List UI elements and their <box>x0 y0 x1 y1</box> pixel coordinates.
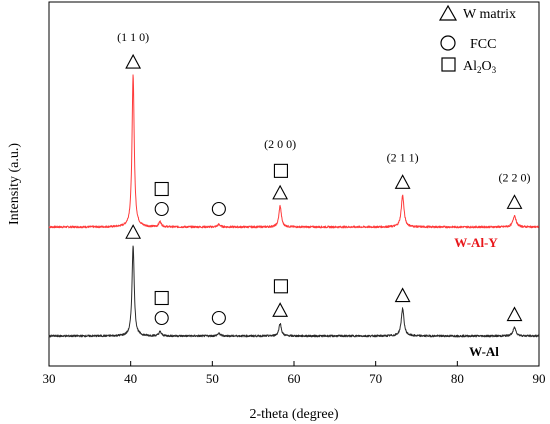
phase-square-marker <box>273 279 288 294</box>
x-axis-title: 2-theta (degree) <box>250 407 339 422</box>
phase-triangle-marker <box>394 174 411 189</box>
series-line-w-al <box>48 245 540 338</box>
phase-square-marker <box>273 163 288 178</box>
phase-triangle-marker <box>125 224 142 239</box>
legend-label-w-matrix: W matrix <box>463 7 516 22</box>
phase-triangle-marker <box>125 53 142 69</box>
x-axis-ticks: 30 40 50 60 70 80 90 <box>43 361 546 386</box>
legend-label-fcc: FCC <box>470 37 496 52</box>
x-tick-label: 50 <box>206 371 219 386</box>
phase-square-marker <box>154 181 169 197</box>
phase-circle-marker <box>154 201 169 217</box>
legend-triangle-icon <box>438 4 458 21</box>
miller-index-label: (2 0 0) <box>264 137 296 151</box>
miller-index-label: (1 1 0) <box>117 30 149 44</box>
series-label-w-al-y: W-Al-Y <box>454 235 498 250</box>
miller-index-label: (2 2 0) <box>499 170 531 184</box>
plot-frame <box>48 1 540 367</box>
miller-label-layer: (1 1 0) (2 0 0) (2 1 1) (2 2 0) <box>117 30 530 184</box>
legend-label-al2o3: Al2O3 <box>463 59 497 75</box>
miller-index-label: (2 1 1) <box>387 150 419 164</box>
phase-triangle-marker <box>272 302 289 317</box>
y-axis-title: Intensity (a.u.) <box>7 143 22 225</box>
series-line-w-al-y <box>48 74 540 229</box>
phase-triangle-marker <box>506 306 523 322</box>
x-tick-label: 70 <box>369 371 382 386</box>
x-tick-label: 30 <box>43 371 56 386</box>
x-tick-label: 80 <box>451 371 464 386</box>
phase-marker-layer <box>125 53 523 326</box>
legend-circle-icon <box>440 35 456 51</box>
legend: W matrix FCC Al2O3 <box>438 4 516 75</box>
x-tick-label: 60 <box>288 371 301 386</box>
phase-circle-marker <box>154 310 169 326</box>
x-tick-label: 90 <box>533 371 546 386</box>
series-label-w-al: W-Al <box>469 344 499 359</box>
phase-circle-marker <box>211 201 226 217</box>
phase-square-marker <box>154 290 169 306</box>
x-tick-label: 40 <box>124 371 137 386</box>
phase-triangle-marker <box>394 287 411 303</box>
phase-circle-marker <box>211 310 226 326</box>
phase-triangle-marker <box>272 184 289 200</box>
legend-square-icon <box>441 57 456 72</box>
phase-triangle-marker <box>506 194 523 209</box>
series-layer <box>48 74 540 338</box>
